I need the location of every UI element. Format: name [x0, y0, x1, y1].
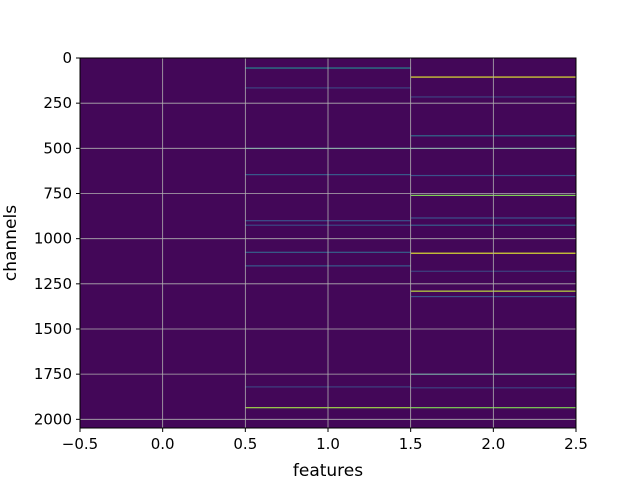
y-tick-label: 1000 — [34, 230, 72, 248]
x-tick-label: 1.5 — [399, 435, 423, 453]
x-tick-label: 0.5 — [233, 435, 257, 453]
y-tick-label: 500 — [43, 139, 72, 157]
x-axis-label: features — [293, 461, 363, 480]
y-axis-ticks: 0 250 500 750 1000 1250 1500 1750 2000 — [34, 49, 80, 428]
y-tick-label: 0 — [62, 49, 72, 67]
y-tick-label: 1750 — [34, 365, 72, 383]
y-tick-label: 750 — [43, 184, 72, 202]
y-tick-label: 250 — [43, 94, 72, 112]
y-tick-label: 2000 — [34, 410, 72, 428]
x-axis-ticks: −0.5 0.0 0.5 1.0 1.5 2.0 2.5 — [62, 428, 588, 453]
x-tick-label: 1.0 — [316, 435, 340, 453]
y-tick-label: 1500 — [34, 320, 72, 338]
x-tick-label: 2.5 — [564, 435, 588, 453]
x-tick-label: −0.5 — [62, 435, 98, 453]
y-axis-label: channels — [1, 205, 21, 281]
x-tick-label: 2.0 — [481, 435, 505, 453]
x-tick-label: 0.0 — [151, 435, 175, 453]
y-tick-label: 1250 — [34, 275, 72, 293]
